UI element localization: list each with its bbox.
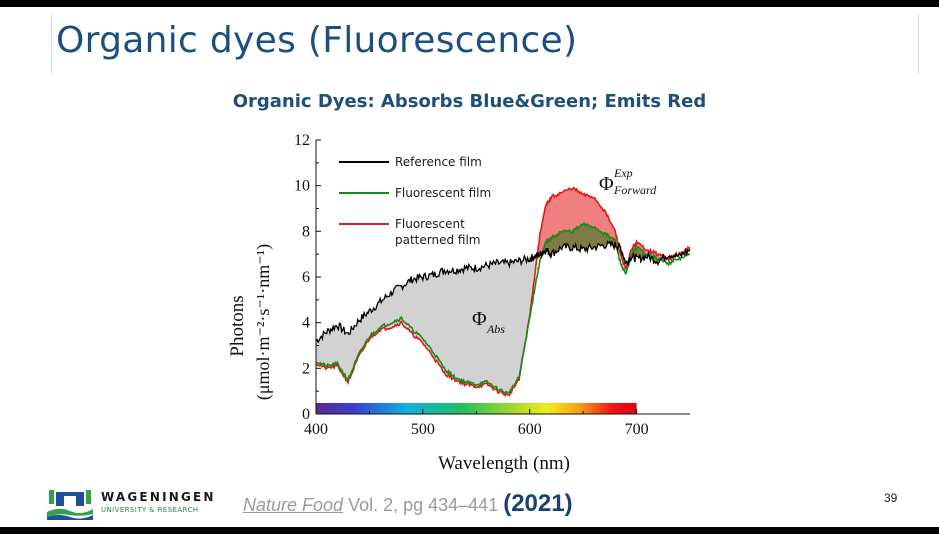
axes: 400 500 600 700 0 2 4 6 8 10 12 <box>294 132 690 438</box>
logo-mark-icon <box>47 490 93 520</box>
title-frame <box>51 15 919 73</box>
y-tick-label: 4 <box>302 315 310 332</box>
wageningen-logo: WAGENINGEN UNIVERSITY & RESEARCH <box>47 490 217 520</box>
citation-details: Vol. 2, pg 434–441 <box>343 495 504 515</box>
series-line-reference-film <box>315 239 691 344</box>
wavelength-colorbar <box>316 403 637 414</box>
legend-label: Reference film <box>395 155 482 169</box>
y-tick-label: 8 <box>302 223 310 240</box>
series-lines <box>315 186 691 397</box>
y-tick-label: 10 <box>294 178 310 195</box>
y-tick-label: 2 <box>302 360 310 377</box>
legend-label: Fluorescent film <box>395 186 491 200</box>
y-axis-label-line2: (μmol·m⁻²·s⁻¹·nm⁻¹) <box>253 244 274 400</box>
top-border <box>0 0 939 7</box>
fill-areas <box>316 187 690 396</box>
x-axis-label: Wavelength (nm) <box>438 453 570 474</box>
phi-abs-annotation: Φ <box>472 308 487 330</box>
phi-abs-subscript: Abs <box>486 322 505 336</box>
phi-forward-annotation: Φ <box>599 173 614 195</box>
y-tick-label: 6 <box>302 269 310 286</box>
citation-year: (2021) <box>503 490 573 517</box>
x-tick-label: 700 <box>625 421 649 438</box>
slide-title: Organic dyes (Fluorescence) <box>56 20 578 61</box>
journal-link[interactable]: Nature Food <box>243 495 344 515</box>
series-line-fluorescent-film <box>315 221 691 395</box>
x-tick-label: 600 <box>518 421 542 438</box>
page-number: 39 <box>884 491 898 505</box>
logo-tagline: UNIVERSITY & RESEARCH <box>101 506 199 514</box>
y-tick-label: 12 <box>294 132 310 149</box>
x-tick-label: 400 <box>304 421 328 438</box>
phi-forward-superscript: Exp <box>613 166 633 180</box>
bottom-border <box>0 527 939 534</box>
chart-subtitle: Organic Dyes: Absorbs Blue&Green; Emits … <box>232 91 707 112</box>
y-tick-label: 0 <box>302 406 310 423</box>
x-tick-label: 500 <box>411 421 435 438</box>
y-axis-label-line1: Photons <box>227 295 248 356</box>
absorbed-area-fill <box>316 187 690 396</box>
phi-forward-subscript: Forward <box>613 183 657 197</box>
legend: Reference film Fluorescent film Fluorescen… <box>339 155 491 247</box>
logo-name: WAGENINGEN <box>101 490 216 504</box>
citation: Nature Food Vol. 2, pg 434–441 (2021) <box>243 490 573 518</box>
legend-label: Fluorescent patterned film <box>395 217 481 247</box>
